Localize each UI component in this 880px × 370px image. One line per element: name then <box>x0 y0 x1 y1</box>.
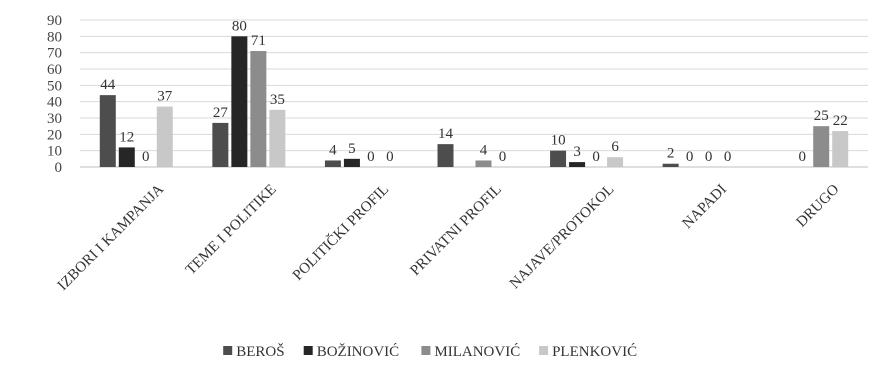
category-label: POLITIČKI PROFIL <box>289 181 392 284</box>
legend-label: BOŽINOVIĆ <box>317 343 400 360</box>
bar-3-0 <box>156 106 173 167</box>
legend-swatch <box>539 346 549 355</box>
y-tick-label: 80 <box>47 29 62 45</box>
data-label: 27 <box>213 105 229 121</box>
category-label: TEME I POLITIKE <box>183 182 280 279</box>
data-label: 37 <box>157 89 173 105</box>
data-label: 80 <box>232 18 247 34</box>
legend-swatch <box>421 346 431 355</box>
y-tick-label: 60 <box>47 62 62 78</box>
bar-0-0 <box>99 95 116 167</box>
y-tick-label: 10 <box>47 144 62 160</box>
bar-3-1 <box>269 109 286 167</box>
x-axis-categories: IZBORI I KAMPANJA TEME I POLITIKE POLITIČK… <box>55 181 843 294</box>
category-label: DRUGO <box>794 181 843 230</box>
y-tick-label: 20 <box>47 127 62 143</box>
data-label: 0 <box>798 149 806 165</box>
bar-1-1 <box>231 36 248 168</box>
data-label: 0 <box>367 149 375 165</box>
data-label: 0 <box>386 149 394 165</box>
bar-0-4 <box>550 150 567 167</box>
data-label: 22 <box>833 113 848 129</box>
legend-label: MILANOVIĆ <box>434 343 520 360</box>
bar-2-3 <box>475 160 492 167</box>
y-tick-label: 70 <box>47 46 62 62</box>
legend-swatch <box>303 346 313 355</box>
legend-swatch <box>223 346 233 355</box>
data-label: 14 <box>438 126 454 142</box>
data-label: 25 <box>814 108 829 124</box>
y-tick-label: 30 <box>47 111 62 127</box>
data-label: 4 <box>329 142 337 158</box>
category-label: NAJAVE/PROTOKOL <box>507 182 618 293</box>
data-label: 3 <box>573 144 581 160</box>
y-tick-label: 40 <box>47 95 62 111</box>
bar-2-6 <box>813 126 830 167</box>
data-label: 4 <box>480 142 488 158</box>
gridlines <box>80 19 868 168</box>
bar-0-3 <box>437 144 454 167</box>
data-label: 10 <box>551 133 566 149</box>
data-label: 0 <box>686 149 694 165</box>
bar-0-5 <box>662 163 679 167</box>
data-label: 12 <box>119 129 134 145</box>
bar-1-2 <box>343 158 360 167</box>
data-label: 2 <box>667 146 675 162</box>
bar-3-6 <box>832 131 849 167</box>
data-label: 35 <box>270 92 285 108</box>
legend: BEROŠ BOŽINOVIĆ MILANOVIĆ PLENKOVIĆ <box>223 343 637 360</box>
data-label: 6 <box>611 139 619 155</box>
bar-3-4 <box>607 157 624 167</box>
y-tick-label: 90 <box>47 13 62 29</box>
category-label: NAPADI <box>680 182 730 232</box>
bar-0-2 <box>324 160 341 167</box>
bar-0-1 <box>212 122 229 167</box>
category-label: PRIVATNI PROFIL <box>407 182 504 279</box>
legend-label: BEROŠ <box>236 343 284 360</box>
data-label: 71 <box>251 33 266 49</box>
data-label: 0 <box>705 149 713 165</box>
y-tick-label: 50 <box>47 78 62 94</box>
data-label: 44 <box>100 77 116 93</box>
legend-label: PLENKOVIĆ <box>552 343 637 360</box>
bar-2-1 <box>250 51 267 167</box>
data-label: 0 <box>592 149 600 165</box>
bar-1-0 <box>118 147 135 167</box>
data-label: 0 <box>142 149 150 165</box>
data-label: 0 <box>724 149 732 165</box>
category-label: IZBORI I KAMPANJA <box>55 181 167 293</box>
data-label: 0 <box>499 149 507 165</box>
bar-1-4 <box>569 162 586 167</box>
data-label: 5 <box>348 141 356 157</box>
bars <box>99 36 849 168</box>
y-tick-label: 0 <box>55 160 63 176</box>
